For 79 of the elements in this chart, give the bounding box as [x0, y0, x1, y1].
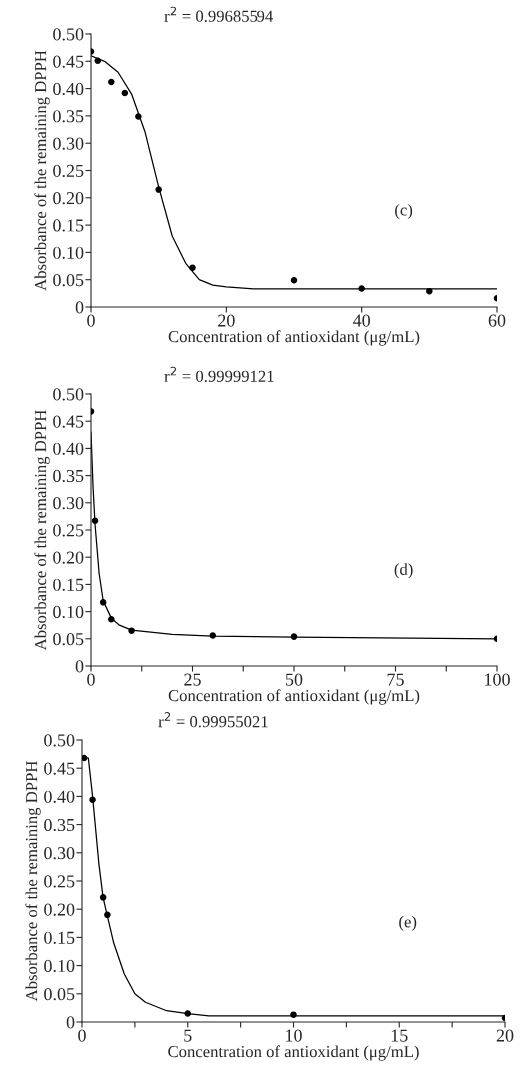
- point: [135, 113, 142, 120]
- y-tick-label: 0.10: [53, 605, 84, 619]
- point: [189, 264, 196, 271]
- x-tick-label: 25: [184, 673, 201, 686]
- y-tick-label: 0.50: [44, 734, 75, 747]
- y-tick-label: 0.15: [53, 219, 84, 232]
- y-tick-label: 0.30: [44, 847, 75, 860]
- y-tick-label: 0.35: [44, 818, 75, 832]
- x-axis-title: Concentration of antioxidant (μg/mL): [168, 1045, 419, 1061]
- y-axis-title: Absorbance of the remaining DPPH: [25, 761, 41, 1002]
- point: [99, 599, 107, 606]
- point: [184, 1010, 192, 1017]
- annotation: (e): [399, 915, 417, 931]
- y-tick-label: 0.25: [44, 875, 75, 888]
- y-tick-label: 0.25: [53, 164, 84, 178]
- point: [426, 287, 433, 295]
- point: [89, 796, 96, 804]
- y-tick-label: 0.50: [53, 388, 84, 401]
- x-tick-label: 0: [87, 673, 95, 686]
- y-tick-label: 0.15: [53, 578, 84, 591]
- point: [209, 632, 217, 639]
- x-tick-label: 20: [496, 1029, 514, 1042]
- point: [99, 894, 107, 901]
- y-tick-label: 0.05: [44, 988, 75, 1001]
- point: [290, 633, 298, 640]
- y-tick-label: 0.05: [53, 633, 84, 646]
- text: r$^{2}$ = 0.99685594: [164, 6, 273, 22]
- y-tick-label: 0: [75, 660, 84, 673]
- point: [358, 285, 365, 292]
- point: [104, 911, 111, 919]
- y-tick-label: 0: [66, 1016, 75, 1029]
- point: [108, 615, 115, 623]
- x-tick-label: 0: [87, 314, 95, 327]
- x-tick-label: 20: [218, 314, 235, 327]
- y-tick-label: 0.40: [44, 790, 75, 803]
- x-tick-label: 5: [184, 1029, 192, 1042]
- point: [121, 89, 129, 97]
- y-tick-label: 0.45: [44, 762, 75, 775]
- y-tick-label: 0.20: [44, 903, 75, 916]
- y-tick-label: 0.20: [53, 551, 84, 564]
- x-tick-label: 10: [286, 1029, 302, 1042]
- y-tick-label: 0.15: [44, 931, 75, 944]
- x-axis-title: Concentration of antioxidant (μg/mL): [168, 689, 420, 705]
- y-tick-label: 0.35: [53, 469, 84, 483]
- x-tick-label: 40: [352, 314, 371, 327]
- x-tick-label: 15: [391, 1029, 408, 1042]
- annotation: (c): [395, 203, 413, 220]
- y-tick-label: 0.40: [53, 82, 84, 96]
- text: r$^{2}$ = 0.99999121: [164, 366, 274, 382]
- y-tick-label: 0.05: [53, 273, 84, 287]
- x-tick-label: 50: [286, 673, 303, 686]
- point: [82, 754, 88, 762]
- annotation: (d): [394, 563, 413, 579]
- x-tick-label: 75: [387, 673, 404, 686]
- text: r$^{2}$ = 0.99955021: [158, 712, 268, 728]
- y-tick-label: 0.45: [53, 415, 84, 428]
- point: [155, 186, 162, 193]
- point: [290, 276, 298, 284]
- y-tick-label: 0.30: [53, 137, 84, 150]
- y-tick-label: 0.25: [53, 524, 84, 537]
- y-axis-title: Absorbance of the remaining DPPH: [34, 50, 50, 291]
- point: [108, 78, 115, 86]
- point: [290, 1011, 297, 1018]
- y-axis-title: Absorbance of the remaining DPPH: [34, 410, 50, 651]
- y-tick-label: 0.10: [44, 959, 75, 973]
- y-tick-label: 0.50: [53, 28, 84, 41]
- y-tick-label: 0.35: [53, 110, 84, 123]
- x-axis-title: Concentration of antioxidant (μg/mL): [168, 330, 420, 346]
- x-tick-label: 60: [488, 314, 506, 327]
- point: [91, 517, 99, 525]
- y-tick-label: 0.30: [53, 497, 84, 510]
- point: [128, 627, 135, 634]
- y-tick-label: 0.45: [53, 55, 84, 68]
- y-tick-label: 0.40: [53, 442, 84, 455]
- x-tick-label: 100: [485, 673, 510, 686]
- point: [94, 57, 102, 65]
- y-tick-label: 0.20: [53, 192, 84, 205]
- y-tick-label: 0.10: [53, 246, 84, 259]
- y-tick-label: 0: [75, 301, 84, 314]
